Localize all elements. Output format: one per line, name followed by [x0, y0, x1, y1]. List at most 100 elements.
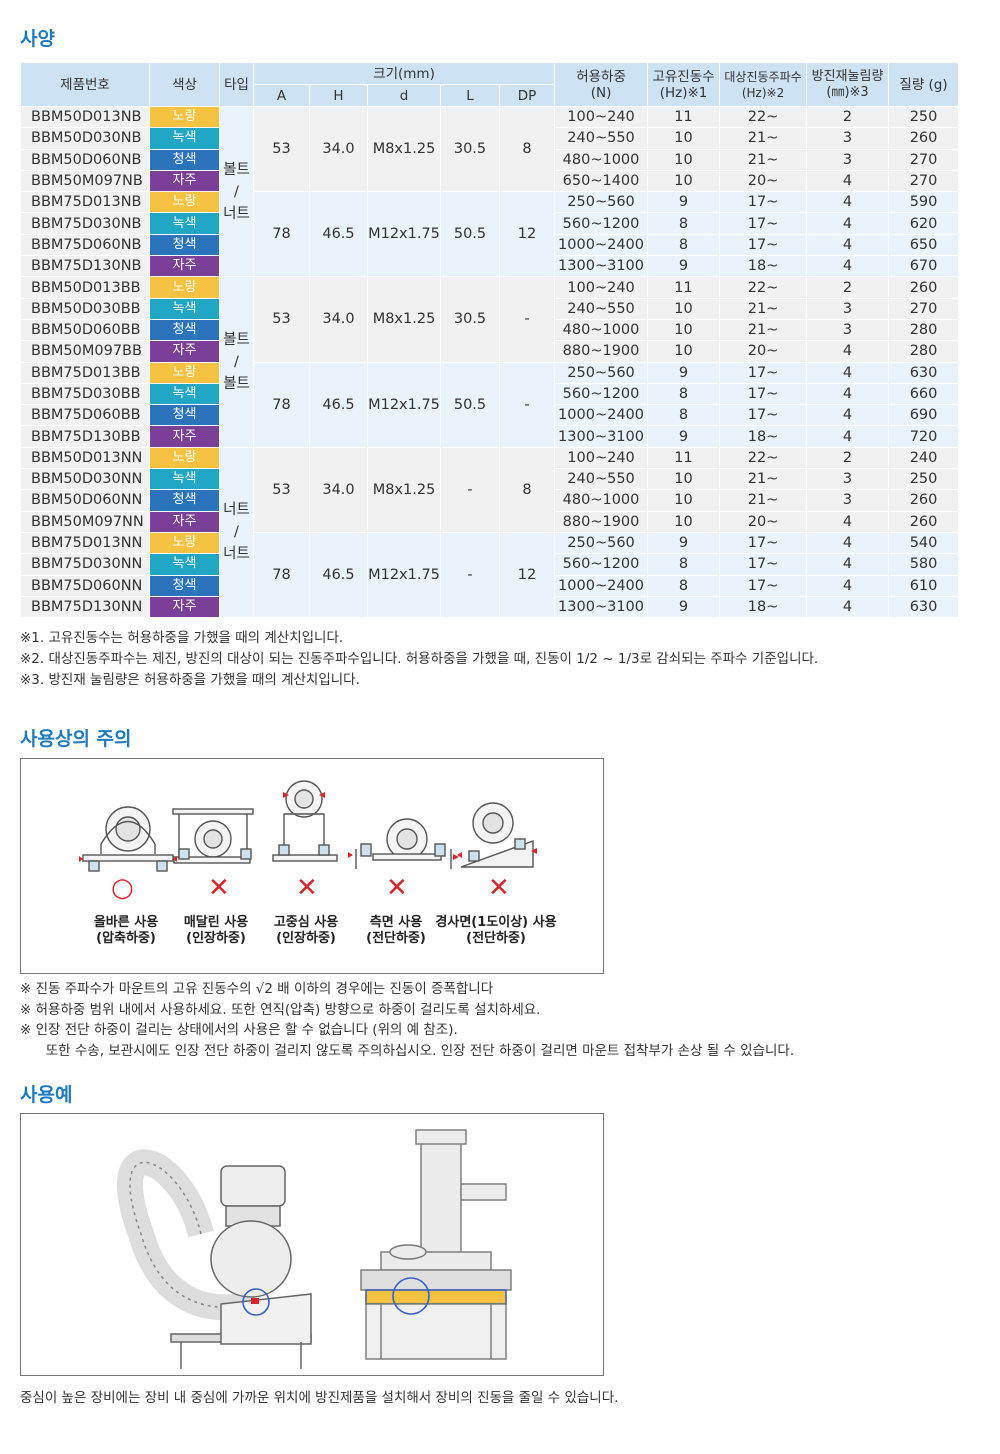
natural-frequency-cell: 10: [647, 297, 721, 320]
spec-section-title: 사양: [20, 28, 55, 50]
size-l-cell: -: [440, 531, 500, 619]
color-cell: 청색: [149, 148, 220, 171]
type-cell: 볼트 / 너트: [219, 105, 254, 278]
part-number-cell: BBM50D013NB: [20, 105, 150, 129]
size-h-cell: 34.0: [309, 276, 368, 363]
natural-frequency-cell: 10: [647, 169, 721, 193]
deflection-cell: 2: [806, 446, 890, 470]
color-cell: 노랑: [149, 361, 220, 384]
mount-hanging-illustration: [172, 808, 254, 864]
color-cell: 녹색: [149, 212, 220, 235]
caution-label: 측면 사용 (전단하중): [366, 915, 426, 946]
target-frequency-cell: 17~: [719, 233, 808, 257]
mass-cell: 590: [888, 191, 960, 214]
mark-wrong: ✕: [386, 873, 408, 903]
example-caption: 중심이 높은 장비에는 장비 내 중심에 가까운 위치에 방진제품을 설치해서 …: [20, 1390, 619, 1406]
load-cell: 250~560: [554, 361, 649, 384]
header-h: H: [309, 84, 368, 107]
target-frequency-cell: 17~: [719, 404, 808, 427]
load-cell: 1300~3100: [554, 595, 649, 619]
caution-notes: ※ 진동 주파수가 마운트의 고유 진동수의 √2 배 이하의 경우에는 진동이…: [20, 979, 794, 1061]
table-row: BBM50D030BB 녹색 240~550 10 21~ 3 270: [20, 297, 960, 320]
target-frequency-cell: 21~: [719, 297, 808, 320]
load-cell: 240~550: [554, 297, 649, 320]
mass-cell: 660: [888, 382, 960, 406]
table-row: BBM50D030NB 녹색 240~550 10 21~ 3 260: [20, 127, 960, 150]
size-a-cell: 53: [253, 105, 310, 193]
mass-cell: 250: [888, 468, 960, 491]
mass-cell: 270: [888, 297, 960, 320]
natural-frequency-cell: 9: [647, 361, 721, 384]
deflection-cell: 2: [806, 276, 890, 299]
caution-note: 또한 수송, 보관시에도 인장 전단 하중이 걸리지 않도록 주의하십시오. 인…: [20, 1042, 795, 1059]
target-frequency-cell: 17~: [719, 382, 808, 406]
load-cell: 1000~2400: [554, 574, 649, 597]
load-cell: 480~1000: [554, 148, 649, 171]
target-frequency-cell: 18~: [719, 255, 808, 278]
deflection-cell: 3: [806, 468, 890, 491]
header-dp: DP: [498, 84, 556, 107]
mass-cell: 630: [888, 595, 960, 619]
load-cell: 1300~3100: [554, 425, 649, 448]
target-frequency-cell: 20~: [719, 340, 808, 363]
size-a-cell: 78: [253, 191, 310, 278]
table-row: BBM75D013BB 노랑 78 46.5 M12x1.75 50.5-250~560 9…: [20, 361, 960, 448]
target-frequency-cell: 22~: [719, 105, 808, 129]
mount-slope-illustration: [460, 802, 534, 868]
mass-cell: 250: [888, 105, 960, 129]
size-dp-cell: 12: [498, 191, 556, 278]
mount-correct-illustration: [82, 806, 174, 872]
deflection-cell: 4: [806, 169, 890, 193]
size-l-cell: -: [440, 446, 500, 533]
mass-cell: 630: [888, 361, 960, 384]
part-number-cell: BBM75D130NB: [20, 255, 150, 278]
deflection-cell: 3: [806, 127, 890, 150]
part-number-cell: BBM50D060NN: [20, 489, 150, 512]
part-number-cell: BBM50D030BB: [20, 297, 150, 320]
natural-frequency-cell: 9: [647, 595, 721, 619]
deflection-cell: 4: [806, 255, 890, 278]
table-row: BBM75D130BB 자주 1300~3100 9 18~ 4 720: [20, 425, 960, 448]
table-row: BBM75D030BB 녹색 560~1200 8 17~ 4 660: [20, 382, 960, 406]
caution-section-title: 사용상의 주의: [20, 728, 132, 750]
caution-label: 올바른 사용 (압축하중): [93, 915, 159, 946]
color-cell: 청색: [149, 318, 220, 342]
color-cell: 자주: [149, 255, 220, 278]
mount-side-illustration: [355, 818, 452, 869]
header-load: 허용하중 (N): [554, 62, 649, 107]
color-cell: 자주: [149, 510, 220, 533]
deflection-cell: 4: [806, 340, 890, 363]
load-cell: 250~560: [554, 531, 649, 555]
table-row: BBM75D130NN 자주 1300~3100 9 18~ 4 630: [20, 595, 960, 619]
type-cell: 너트 / 너트: [219, 446, 254, 619]
spec-note: ※1. 고유진동수는 허용하중을 가했을 때의 계산치입니다.: [20, 630, 344, 646]
target-frequency-cell: 17~: [719, 553, 808, 576]
size-a-cell: 53: [253, 276, 310, 363]
table-row: BBM75D060BB 청색 1000~2400 8 17~ 4 690: [20, 404, 960, 427]
color-cell: 노랑: [149, 105, 220, 129]
size-d-cell: M8x1.25: [367, 276, 441, 363]
target-frequency-cell: 21~: [719, 127, 808, 150]
spec-table: 제품번호 색상 타입 크기(mm) 허용하중 (N) 고유진동수 (Hz)※1 …: [20, 62, 960, 619]
size-h-cell: 34.0: [309, 446, 368, 533]
load-cell: 1300~3100: [554, 255, 649, 278]
natural-frequency-cell: 9: [647, 425, 721, 448]
part-number-cell: BBM75D060NN: [20, 574, 150, 597]
part-number-cell: BBM75D013NN: [20, 531, 150, 555]
size-l-cell: 30.5: [440, 105, 500, 193]
load-cell: 240~550: [554, 468, 649, 491]
mark-correct: ○: [111, 873, 134, 903]
header-mass: 질량 (g): [888, 62, 960, 107]
target-frequency-cell: 17~: [719, 212, 808, 235]
deflection-cell: 4: [806, 212, 890, 235]
deflection-cell: 3: [806, 489, 890, 512]
size-h-cell: 46.5: [309, 361, 368, 448]
table-row: BBM50D013NB 노랑 볼트 / 너트 53 34.0 M8x1.25 30.5 8 10…: [20, 105, 960, 278]
header-a: A: [253, 84, 310, 107]
deflection-cell: 3: [806, 297, 890, 320]
size-d-cell: M8x1.25: [367, 446, 441, 533]
target-frequency-cell: 18~: [719, 425, 808, 448]
deflection-cell: 3: [806, 318, 890, 342]
mass-cell: 620: [888, 212, 960, 235]
deflection-cell: 4: [806, 574, 890, 597]
